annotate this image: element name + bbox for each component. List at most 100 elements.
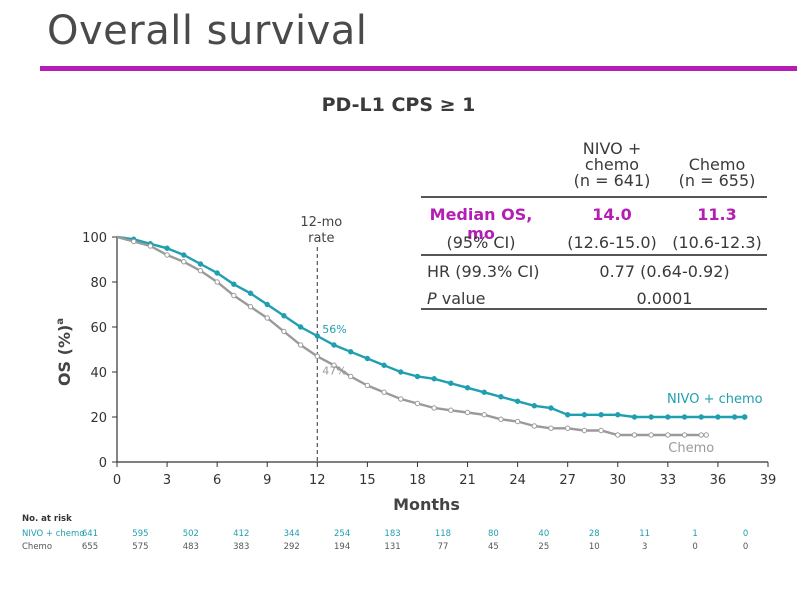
row-median-v2: 11.3 bbox=[697, 205, 737, 224]
censor-mark bbox=[364, 355, 371, 362]
censor-mark bbox=[498, 416, 504, 422]
censor-mark bbox=[698, 414, 704, 420]
col1-header-line1: NIVO + bbox=[582, 139, 642, 158]
x-tick-label: 39 bbox=[760, 473, 777, 488]
at-risk-value: 254 bbox=[334, 529, 351, 539]
censor-mark bbox=[214, 279, 220, 285]
censor-mark bbox=[347, 373, 354, 380]
x-tick-label: 27 bbox=[559, 473, 576, 488]
x-tick-label: 18 bbox=[409, 473, 426, 488]
col1-header-line3: (n = 641) bbox=[573, 171, 651, 190]
x-tick-label: 21 bbox=[459, 473, 476, 488]
at-risk-value: 575 bbox=[132, 542, 149, 552]
x-tick-label: 30 bbox=[609, 473, 626, 488]
at-risk-value: 3 bbox=[641, 542, 648, 552]
censor-mark bbox=[581, 427, 588, 434]
x-tick-label: 0 bbox=[113, 473, 121, 488]
at-risk-value: 131 bbox=[384, 542, 401, 552]
col2-header-line1: Chemo bbox=[688, 155, 746, 174]
censor-mark bbox=[314, 333, 321, 339]
censor-mark bbox=[347, 349, 354, 355]
at-risk-value: 502 bbox=[182, 529, 199, 539]
at-risk-row-label: NIVO + chemo bbox=[22, 529, 85, 539]
censor-mark bbox=[181, 259, 187, 265]
at-risk-value: 183 bbox=[384, 529, 401, 539]
censor-mark bbox=[448, 380, 454, 386]
y-tick-label: 80 bbox=[90, 276, 107, 291]
censor-mark bbox=[164, 252, 170, 258]
censor-mark bbox=[297, 342, 304, 348]
reference-label-line1: 12-mo bbox=[300, 215, 342, 230]
censor-mark bbox=[464, 409, 471, 416]
x-tick-label: 9 bbox=[263, 473, 271, 488]
row-p-label: P value bbox=[427, 289, 485, 308]
censor-mark bbox=[431, 376, 437, 382]
at-risk-value: 11 bbox=[639, 529, 651, 539]
series-label-nivo-chemo: NIVO + chemo bbox=[667, 392, 763, 407]
at-risk-value: 10 bbox=[588, 542, 600, 552]
row-p-italic: P bbox=[427, 289, 437, 308]
censor-mark bbox=[414, 400, 421, 407]
at-risk-value: 77 bbox=[437, 542, 449, 552]
y-tick-label: 60 bbox=[90, 321, 107, 336]
at-risk-value: 292 bbox=[283, 542, 300, 552]
reference-label-line2: rate bbox=[308, 231, 334, 246]
y-tick-label: 0 bbox=[99, 456, 107, 471]
x-tick-label: 15 bbox=[359, 473, 376, 488]
censor-mark bbox=[598, 412, 604, 418]
censor-mark bbox=[481, 412, 487, 418]
at-risk-value: 45 bbox=[487, 542, 499, 552]
censor-mark bbox=[665, 432, 671, 438]
row-median-label: Median OS, mo bbox=[429, 205, 533, 243]
row-p-rest: value bbox=[436, 289, 486, 308]
censor-mark bbox=[197, 261, 204, 267]
row-ci-v2: (10.6-12.3) bbox=[672, 233, 762, 252]
at-risk-value: 1 bbox=[692, 529, 698, 539]
row-ci-v1: (12.6-15.0) bbox=[567, 233, 657, 252]
censor-mark bbox=[314, 353, 321, 359]
censor-mark bbox=[214, 270, 220, 276]
slide-title: Overall survival bbox=[47, 8, 368, 54]
censor-mark bbox=[531, 423, 538, 429]
censor-mark bbox=[681, 414, 688, 420]
at-risk-value: 412 bbox=[233, 529, 250, 539]
at-risk-value: 0 bbox=[742, 529, 749, 539]
censor-mark bbox=[164, 245, 170, 251]
censor-mark bbox=[715, 414, 721, 420]
title-rule bbox=[40, 66, 797, 71]
censor-mark bbox=[564, 425, 571, 431]
censor-mark bbox=[514, 398, 521, 404]
at-risk-value: 0 bbox=[742, 542, 749, 552]
row-hr-value: 0.77 (0.64-0.92) bbox=[599, 262, 730, 281]
at-risk-value: 40 bbox=[538, 529, 550, 539]
col2-header-line2: (n = 655) bbox=[678, 171, 756, 190]
censor-mark bbox=[648, 414, 654, 420]
at-risk-header: No. at risk bbox=[22, 514, 72, 524]
series-end-dot bbox=[741, 414, 748, 420]
censor-mark bbox=[564, 412, 571, 418]
censor-mark bbox=[231, 281, 237, 287]
series-line-nivo-chemo bbox=[116, 235, 745, 419]
censor-mark bbox=[464, 385, 471, 391]
at-risk-value: 595 bbox=[132, 529, 149, 539]
at-risk-value: 0 bbox=[692, 542, 698, 552]
x-axis-title: Months bbox=[393, 495, 460, 514]
x-tick-label: 6 bbox=[213, 473, 221, 488]
rate-label-nivo-chemo: 56% bbox=[322, 323, 346, 336]
censor-mark bbox=[581, 412, 588, 418]
x-tick-label: 33 bbox=[660, 473, 677, 488]
at-risk-value: 655 bbox=[81, 542, 99, 552]
censor-mark bbox=[364, 382, 371, 389]
censor-mark bbox=[281, 328, 287, 335]
at-risk-value: 80 bbox=[487, 529, 499, 539]
x-tick-label: 24 bbox=[509, 473, 526, 488]
censor-mark bbox=[731, 414, 738, 420]
censor-mark bbox=[381, 362, 387, 368]
censor-mark bbox=[514, 418, 521, 425]
censor-mark bbox=[398, 396, 404, 402]
row-ci-label: (95% CI) bbox=[446, 233, 516, 252]
y-axis-superscript: a bbox=[55, 318, 66, 325]
censor-mark bbox=[498, 394, 504, 400]
censor-mark bbox=[531, 403, 538, 409]
